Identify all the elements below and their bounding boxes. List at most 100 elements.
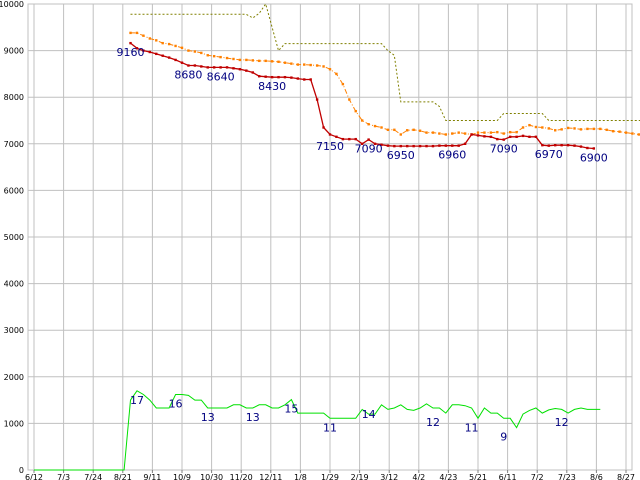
series-lines [34, 2, 640, 471]
price-point [560, 143, 563, 147]
price-point [579, 145, 583, 148]
price-point [541, 143, 544, 147]
price-point [238, 68, 242, 71]
price-point [438, 144, 441, 147]
average-point [212, 54, 216, 58]
average-point [303, 63, 306, 66]
price-point [193, 64, 197, 67]
data-label: 15 [284, 403, 298, 416]
price-point [463, 142, 467, 145]
upper-band-line [130, 2, 640, 121]
x-tick-label: 4/23 [439, 473, 457, 480]
price-point [277, 75, 280, 79]
price-point [470, 133, 473, 136]
price-point [341, 137, 345, 141]
average-point [515, 130, 518, 134]
price-point [386, 144, 390, 147]
price-point [586, 146, 589, 150]
average-point [225, 56, 229, 60]
average-point [341, 82, 345, 86]
price-point [283, 75, 287, 79]
price-point [328, 133, 332, 136]
average-point [528, 123, 531, 127]
average-point [412, 128, 415, 132]
price-point [212, 66, 216, 69]
price-point [496, 137, 499, 141]
data-label: 7090 [355, 143, 383, 156]
average-point [508, 130, 512, 134]
price-point [135, 47, 139, 50]
average-point [187, 49, 190, 52]
price-point [148, 50, 152, 54]
price-point [315, 98, 319, 101]
y-tick-label: 3000 [4, 326, 24, 335]
x-tick-label: 1/8 [294, 473, 307, 480]
price-point [219, 66, 222, 69]
average-point [547, 127, 550, 130]
x-axis: 6/12 7/3 7/24 8/21 9/11 10/9 10/30 11/20 12/11 1/… [25, 470, 635, 480]
price-point [489, 135, 493, 139]
average-point [502, 132, 505, 135]
x-tick-label: 11/20 [230, 473, 253, 480]
price-point [521, 134, 525, 138]
x-tick-label: 3/12 [380, 473, 398, 480]
data-label: 12 [426, 416, 440, 429]
average-point [258, 59, 261, 63]
price-point [566, 143, 570, 147]
average-point [373, 124, 377, 128]
average-point [631, 132, 634, 135]
volume-line [34, 390, 601, 471]
average-point [418, 129, 422, 132]
price-point [360, 142, 364, 145]
y-tick-label: 4000 [4, 280, 24, 289]
average-point [238, 58, 242, 62]
average-point [637, 133, 640, 136]
price-point [412, 144, 415, 148]
price-point [348, 137, 351, 141]
data-label: 17 [130, 394, 144, 407]
price-point [476, 134, 480, 137]
average-point [483, 131, 486, 134]
average-point [605, 128, 608, 132]
price-point [200, 65, 203, 68]
price-point [245, 69, 248, 72]
average-point [393, 128, 396, 132]
y-tick-label: 9000 [4, 47, 24, 56]
average-point [406, 129, 409, 132]
y-tick-label: 5000 [4, 233, 24, 242]
x-tick-label: 1/29 [321, 473, 339, 480]
x-tick-label: 8/6 [590, 473, 603, 480]
price-point [258, 75, 261, 78]
price-point [155, 52, 158, 56]
average-point [348, 98, 351, 101]
average-point [264, 59, 267, 63]
average-point [463, 132, 467, 135]
data-label: 16 [169, 398, 183, 411]
data-label: 7090 [490, 143, 518, 156]
price-point [534, 135, 538, 139]
price-point [161, 54, 164, 57]
price-point [547, 144, 550, 147]
data-label: 12 [555, 416, 569, 429]
average-point [142, 34, 145, 37]
data-label: 8430 [258, 80, 286, 93]
price-point [309, 78, 312, 81]
price-point [232, 67, 235, 70]
price-point [142, 49, 145, 52]
average-point [148, 37, 152, 40]
average-point [219, 55, 222, 59]
y-tick-label: 2000 [4, 373, 24, 382]
data-label: 13 [201, 411, 215, 424]
average-point [431, 131, 435, 134]
average-point [245, 58, 248, 62]
average-point [232, 57, 235, 61]
price-point [418, 144, 422, 148]
data-label: 6960 [438, 149, 466, 162]
average-point [322, 65, 325, 68]
average-point [399, 133, 402, 136]
average-point [283, 61, 287, 64]
data-label: 8680 [174, 69, 202, 82]
average-point [270, 60, 274, 63]
price-point [431, 144, 435, 148]
average-point [200, 51, 203, 55]
